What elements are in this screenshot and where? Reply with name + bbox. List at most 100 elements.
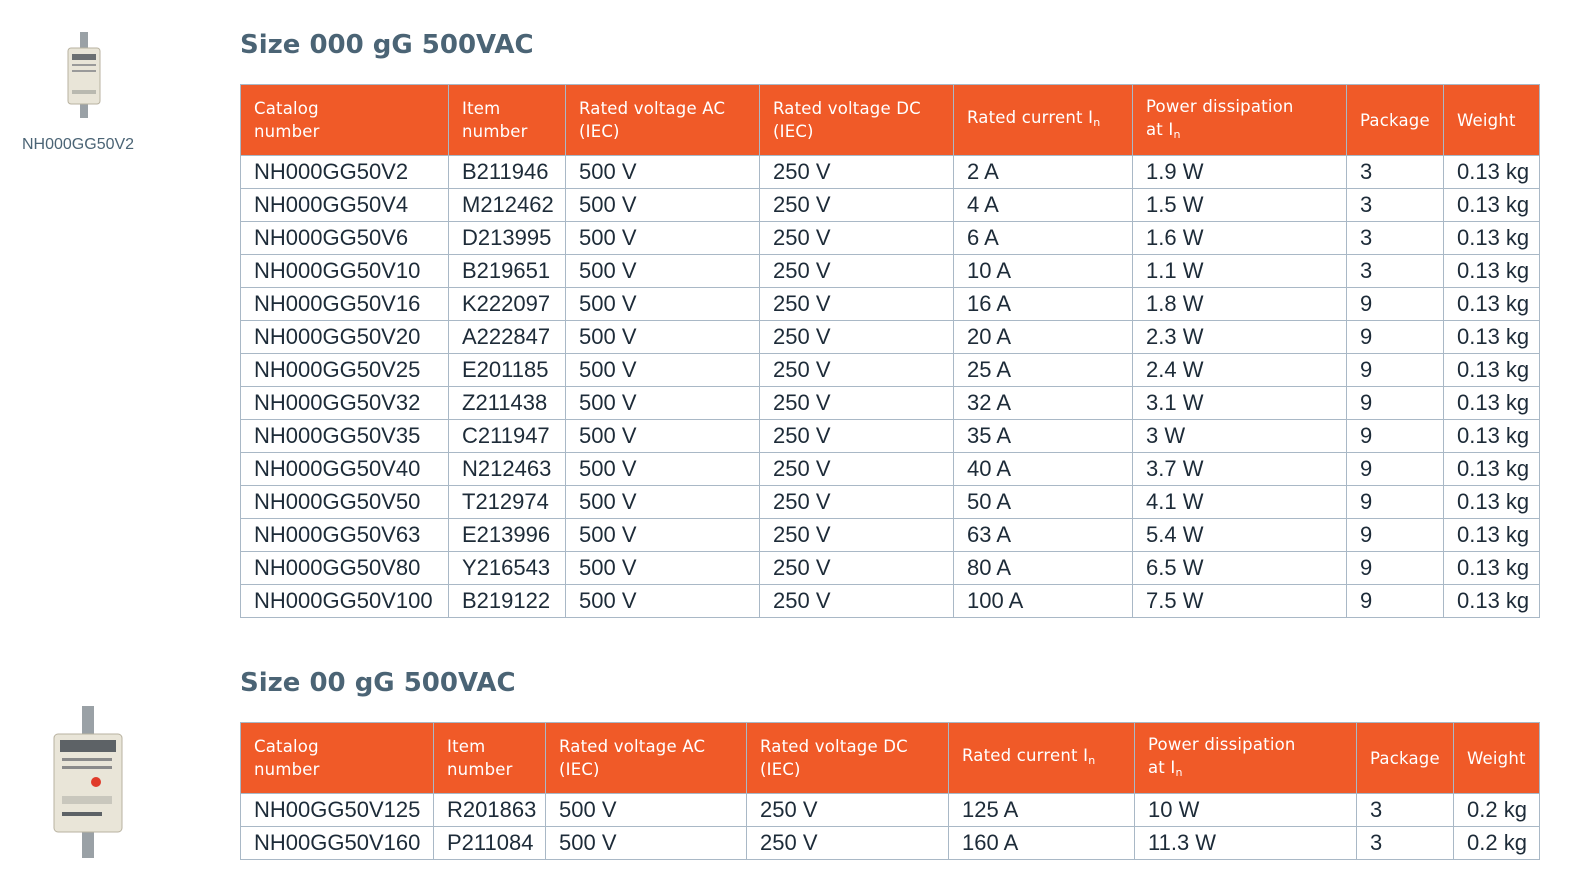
header-subscript: n (1093, 116, 1101, 129)
table-cell: 250 V (759, 353, 954, 387)
table-cell: 1.8 W (1132, 287, 1347, 321)
table-cell: P211084 (433, 826, 546, 860)
table-cell: 500 V (565, 353, 760, 387)
table-cell: NH000GG50V20 (240, 320, 449, 354)
table-cell: 2 A (953, 155, 1133, 189)
header-line: number (447, 760, 513, 779)
table-cell: 3.1 W (1132, 386, 1347, 420)
column-header: Rated voltage AC (IEC) (545, 722, 747, 794)
table-cell: 11.3 W (1134, 826, 1357, 860)
section-title: Size 000 gG 500VAC (240, 30, 534, 60)
table-cell: 9 (1346, 485, 1444, 519)
table-cell: 500 V (565, 419, 760, 453)
table-cell: 2.4 W (1132, 353, 1347, 387)
table-cell: 4 A (953, 188, 1133, 222)
column-header: Package (1346, 84, 1444, 156)
table-cell: 500 V (545, 793, 747, 827)
table-cell: C211947 (448, 419, 566, 453)
table-cell: 160 A (948, 826, 1135, 860)
table-cell: 9 (1346, 419, 1444, 453)
header-line: Rated current I (962, 746, 1089, 765)
header-line: Power dissipation (1146, 96, 1294, 116)
column-header: Item number (448, 84, 566, 156)
column-header: Package (1356, 722, 1454, 794)
header-line: Power dissipation (1148, 734, 1296, 754)
table-cell: B219122 (448, 584, 566, 618)
table-cell: 250 V (759, 320, 954, 354)
table-cell: 250 V (759, 485, 954, 519)
table-cell: 1.6 W (1132, 221, 1347, 255)
table-cell: 10 A (953, 254, 1133, 288)
table-cell: 125 A (948, 793, 1135, 827)
table-cell: 500 V (565, 254, 760, 288)
table-cell: T212974 (448, 485, 566, 519)
table-cell: 500 V (565, 287, 760, 321)
header-line: Rated voltage AC (559, 737, 706, 756)
table-cell: 63 A (953, 518, 1133, 552)
table-cell: NH000GG50V6 (240, 221, 449, 255)
table-cell: 6.5 W (1132, 551, 1347, 585)
table-cell: NH000GG50V16 (240, 287, 449, 321)
table-cell: 0.13 kg (1443, 584, 1540, 618)
table-cell: 500 V (565, 518, 760, 552)
header-line: number (254, 760, 320, 779)
table-cell: 10 W (1134, 793, 1357, 827)
fuse-image (67, 32, 101, 118)
table-cell: 3 (1346, 155, 1444, 189)
table-cell: 80 A (953, 551, 1133, 585)
header-line: Catalog (254, 737, 319, 756)
table-cell: 0.13 kg (1443, 287, 1540, 321)
fuse-image (53, 706, 123, 858)
header-line: (IEC) (773, 122, 814, 141)
table-cell: 250 V (759, 221, 954, 255)
header-line: Package (1370, 748, 1440, 768)
table-cell: 9 (1346, 320, 1444, 354)
table-cell: NH000GG50V80 (240, 551, 449, 585)
table-cell: Z211438 (448, 386, 566, 420)
table-cell: 32 A (953, 386, 1133, 420)
header-line: Weight (1467, 748, 1526, 768)
header-line: Weight (1457, 110, 1516, 130)
table-cell: 3 (1346, 221, 1444, 255)
table-cell: NH000GG50V25 (240, 353, 449, 387)
table-cell: 250 V (759, 584, 954, 618)
table-cell: 0.13 kg (1443, 518, 1540, 552)
column-header: Weight (1443, 84, 1540, 156)
table-cell: 16 A (953, 287, 1133, 321)
data-table: Catalog number Item number Rated voltage AC (… (240, 722, 1540, 860)
table-cell: 2.3 W (1132, 320, 1347, 354)
table-cell: 9 (1346, 518, 1444, 552)
table-cell: 9 (1346, 452, 1444, 486)
table-cell: 35 A (953, 419, 1133, 453)
section-title: Size 00 gG 500VAC (240, 668, 516, 698)
table-cell: 9 (1346, 386, 1444, 420)
table-cell: 50 A (953, 485, 1133, 519)
table-cell: 6 A (953, 221, 1133, 255)
table-row: NH00GG50V160 P211084 500 V 250 V 160 A 11.3 W… (240, 826, 1540, 860)
table-cell: 3 W (1132, 419, 1347, 453)
data-table: Catalog number Item number Rated voltage AC (… (240, 84, 1540, 618)
table-cell: 500 V (545, 826, 747, 860)
header-line: Item (447, 737, 486, 756)
table-cell: NH000GG50V50 (240, 485, 449, 519)
table-cell: 250 V (759, 287, 954, 321)
column-header: Power dissipation at In (1134, 722, 1357, 794)
table-cell: 0.13 kg (1443, 452, 1540, 486)
table-cell: 9 (1346, 287, 1444, 321)
table-cell: 250 V (759, 419, 954, 453)
table-cell: 250 V (759, 518, 954, 552)
table-cell: 0.13 kg (1443, 221, 1540, 255)
table-cell: 3 (1356, 793, 1454, 827)
header-subscript: n (1088, 754, 1096, 767)
